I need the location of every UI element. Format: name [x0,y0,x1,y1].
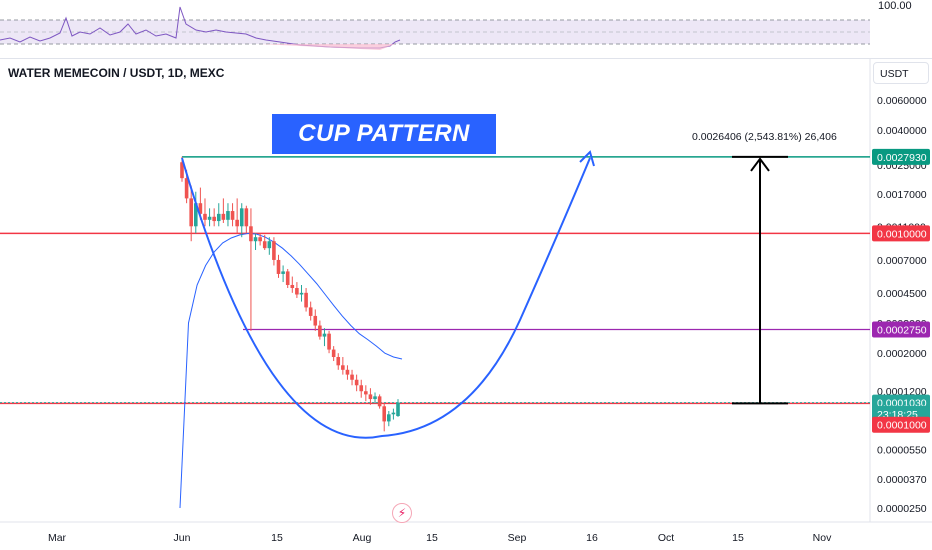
candle-body [262,241,267,249]
cup-arrow-head [579,150,595,167]
lightning-icon[interactable]: ⚡ [392,503,412,523]
price-tick-label: 0.0000550 [877,444,927,456]
candle-body [364,391,368,395]
candle-body [377,396,382,407]
candle-body [336,357,341,366]
rsi-oversold-fill [260,44,395,50]
price-tag-label: 0.0027930 [877,152,927,164]
pane-separator[interactable] [0,58,932,59]
candle-body [244,208,249,227]
candle-body [304,292,308,308]
time-tick-label: 15 [732,532,744,544]
candle-body [382,406,387,422]
candle-body [249,226,253,242]
time-tick-label: Mar [48,532,67,544]
time-tick-label: Aug [353,532,372,544]
price-tick-label: 0.0004500 [877,288,927,300]
candle-body [203,213,207,220]
time-tick-label: 15 [426,532,438,544]
candle-body [258,237,262,242]
candle-body [290,284,295,289]
candle-body [331,349,336,358]
cup-pattern-curve[interactable] [181,157,591,439]
rsi-level-label: 100.00 [878,0,912,12]
candle-body [207,216,212,220]
candle-body [285,271,290,285]
candle-body [193,203,198,227]
rsi-pane [0,0,870,56]
price-tag [872,225,930,242]
candle-body [235,219,239,227]
candle-body [299,292,304,295]
candle-body [295,288,299,295]
price-tick-label: 0.0002000 [877,348,927,360]
candle-body [391,412,396,415]
price-tick-label: 0.0000370 [877,474,927,486]
price-tick-label: 0.0017000 [877,189,927,201]
measure-arrow-head [750,157,770,172]
candle-body [184,178,189,199]
candle-body [267,241,272,249]
price-tick-label: 0.0060000 [877,95,927,107]
candle-body [230,211,235,220]
rsi-chart [0,6,870,50]
price-tag [872,416,930,433]
time-tick-label: 16 [586,532,598,544]
candle-body [387,414,391,422]
candle-body [354,379,359,386]
price-tag-label: 0.0001000 [877,420,927,432]
candle-body [226,211,230,220]
candle-body [318,325,322,337]
candle-body [368,394,373,400]
currency-button[interactable]: USDT [873,62,929,84]
price-tag [872,321,930,338]
price-range-label: 0.0026406 (2,543.81%) 26,406 [692,131,837,143]
candle-body [313,315,318,326]
candle-body [345,369,350,375]
candle-body [189,198,193,227]
candle-body [272,241,276,260]
time-tick-label: Oct [658,532,674,544]
candle-body [180,162,184,179]
candle-body [212,216,216,222]
symbol-title[interactable]: WATER MEMECOIN / USDT, 1D, MEXC [8,66,225,80]
price-tag-label: 0.0002750 [877,324,927,336]
time-tick-label: Jun [174,532,191,544]
candle-body [359,385,364,392]
candle-body [322,333,327,337]
candle-body [396,402,400,417]
moving-average-line [179,232,403,509]
candle-body [341,365,345,370]
candle-body [327,333,331,350]
time-tick-label: 15 [271,532,283,544]
time-tick-label: Sep [508,532,527,544]
candle-body [253,237,258,242]
price-tick-label: 0.0000250 [877,503,927,515]
time-tick-label: Nov [813,532,832,544]
price-tick-label: 0.0040000 [877,125,927,137]
candle-body [239,208,244,227]
candle-body [276,259,281,274]
candle-body [221,213,226,220]
candle-body [308,307,313,316]
cup-pattern-callout[interactable]: CUP PATTERN ??? [272,114,496,187]
candle-body [198,203,203,214]
price-tag [872,148,930,165]
candle-body [281,271,285,274]
price-tag-label: 0.0010000 [877,228,927,240]
candle-body [373,396,377,400]
price-tick-label: 0.0007000 [877,255,927,267]
candle-body [350,374,354,380]
candle-body [216,213,221,222]
